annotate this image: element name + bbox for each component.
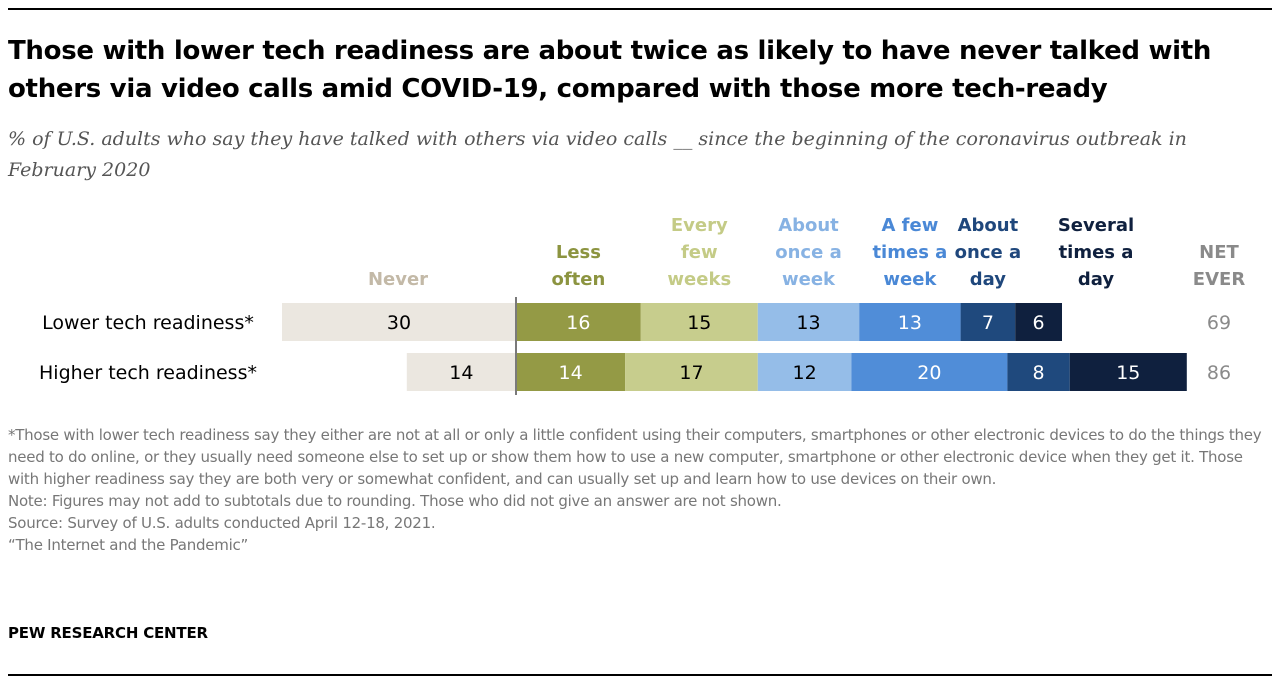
net-ever-value-row-2: 86 <box>1207 362 1231 384</box>
legend-several-times-a-day: Several times a day <box>1058 215 1134 290</box>
top-rule <box>8 8 1272 10</box>
bar-every-few-weeks-row-1 <box>640 303 758 341</box>
bar-several-times-a-day-row-2 <box>1069 353 1187 391</box>
value-label-every-few-weeks-row-2: 17 <box>679 362 703 384</box>
bar-several-times-a-day-row-1 <box>1015 303 1062 341</box>
bar-a-few-times-a-week-row-1 <box>859 303 961 341</box>
legend-net-ever: NET EVER <box>1193 242 1246 290</box>
footnote-definition: *Those with lower tech readiness say the… <box>8 426 1262 488</box>
pew-branding: PEW RESEARCH CENTER <box>8 624 208 642</box>
footnotes: *Those with lower tech readiness say the… <box>8 424 1272 556</box>
legend-never: Never <box>368 269 428 290</box>
value-label-never-row-1: 30 <box>387 312 411 334</box>
value-label-less-often-row-1: 16 <box>566 312 590 334</box>
legend-about-once-a-day: About once a day <box>955 215 1021 290</box>
bar-less-often-row-1 <box>516 303 641 341</box>
value-label-less-often-row-2: 14 <box>559 362 583 384</box>
value-label-a-few-times-a-week-row-1: 13 <box>898 312 922 334</box>
value-label-every-few-weeks-row-1: 15 <box>687 312 711 334</box>
bar-about-once-a-week-row-1 <box>757 303 860 341</box>
chart-title: Those with lower tech readiness are abou… <box>8 36 1212 104</box>
bar-less-often-row-2 <box>516 353 626 391</box>
legend-about-once-a-week: About once a week <box>775 215 841 290</box>
bar-every-few-weeks-row-2 <box>625 353 758 391</box>
bottom-rule <box>8 674 1272 676</box>
footnote-report: “The Internet and the Pandemic” <box>8 536 249 554</box>
net-ever-value-row-1: 69 <box>1207 312 1231 334</box>
footnote-note: Note: Figures may not add to subtotals d… <box>8 492 782 510</box>
value-label-never-row-2: 14 <box>449 362 473 384</box>
value-label-about-once-a-week-row-1: 13 <box>796 312 820 334</box>
category-label-row-1: Lower tech readiness* <box>42 312 254 334</box>
value-label-a-few-times-a-week-row-2: 20 <box>917 362 941 384</box>
legend-every-few-weeks: Every few weeks <box>667 215 731 290</box>
value-label-about-once-a-day-row-1: 7 <box>982 312 994 334</box>
value-label-several-times-a-day-row-1: 6 <box>1033 312 1045 334</box>
legend-a-few-times-a-week: A few times a week <box>872 215 947 290</box>
bar-never-row-2 <box>406 353 516 391</box>
bar-about-once-a-day-row-1 <box>960 303 1016 341</box>
value-label-about-once-a-day-row-2: 8 <box>1033 362 1045 384</box>
bar-never-row-1 <box>282 303 516 341</box>
bar-about-once-a-week-row-2 <box>757 353 852 391</box>
footnote-source: Source: Survey of U.S. adults conducted … <box>8 514 436 532</box>
chart-subtitle: % of U.S. adults who say they have talke… <box>8 128 1187 181</box>
value-label-several-times-a-day-row-2: 15 <box>1116 362 1140 384</box>
bar-about-once-a-day-row-2 <box>1007 353 1070 391</box>
bar-a-few-times-a-week-row-2 <box>851 353 1008 391</box>
category-label-row-2: Higher tech readiness* <box>39 362 257 384</box>
legend-less-often: Less often <box>551 242 605 290</box>
value-label-about-once-a-week-row-2: 12 <box>793 362 817 384</box>
